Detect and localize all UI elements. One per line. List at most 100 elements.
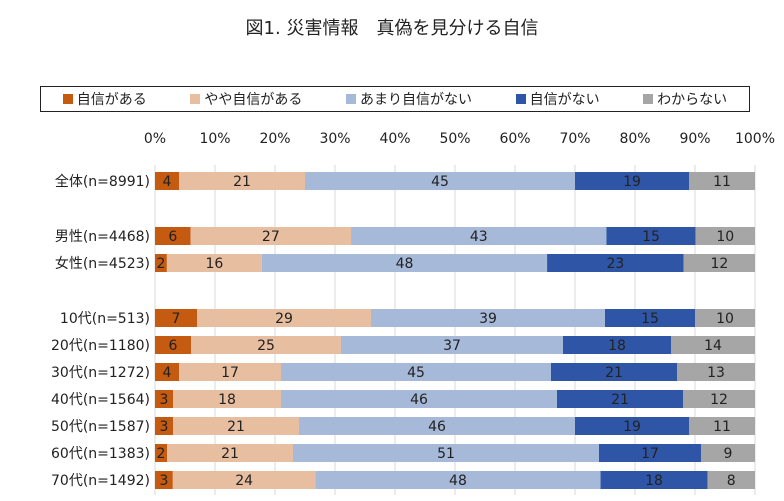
data-label: 23 bbox=[606, 256, 624, 272]
bar-segment bbox=[547, 254, 684, 272]
category-label: 男性(n=4468) bbox=[55, 229, 150, 245]
data-label: 45 bbox=[431, 174, 449, 190]
category-label: 50代(n=1587) bbox=[51, 419, 150, 435]
legend-swatch bbox=[345, 94, 356, 104]
bar-segment bbox=[172, 471, 316, 489]
bar-segment bbox=[155, 363, 179, 381]
bar-segment bbox=[299, 417, 575, 435]
data-label: 9 bbox=[724, 446, 733, 462]
category-label: 40代(n=1564) bbox=[51, 392, 150, 408]
legend-swatch bbox=[643, 94, 654, 104]
bar-segment bbox=[701, 444, 755, 462]
bar-segment bbox=[599, 444, 701, 462]
data-label: 37 bbox=[443, 338, 461, 354]
data-label: 43 bbox=[470, 229, 488, 245]
bar-segment bbox=[155, 309, 197, 327]
bar-segment bbox=[707, 471, 755, 489]
bar-segment bbox=[155, 444, 167, 462]
bar-segment bbox=[173, 417, 299, 435]
category-label: 女性(n=4523) bbox=[55, 255, 150, 272]
data-label: 21 bbox=[611, 392, 629, 408]
bar-segment bbox=[166, 254, 262, 272]
data-label: 6 bbox=[168, 229, 177, 245]
x-tick-label: 80% bbox=[619, 131, 650, 147]
data-label: 48 bbox=[449, 473, 467, 489]
legend-swatch bbox=[515, 94, 526, 104]
bar-segment bbox=[689, 172, 755, 190]
data-label: 3 bbox=[160, 392, 169, 408]
data-label: 4 bbox=[163, 365, 172, 381]
legend-item: やや自信がある bbox=[190, 89, 302, 109]
bar-segment bbox=[179, 172, 305, 190]
bar-segment bbox=[575, 172, 689, 190]
data-label: 46 bbox=[410, 392, 428, 408]
x-tick-label: 40% bbox=[379, 131, 410, 147]
bar-segment bbox=[191, 336, 341, 354]
data-label: 3 bbox=[160, 419, 169, 435]
data-label: 8 bbox=[727, 473, 736, 489]
chart-title: 図1. 災害情報 真偽を見分ける自信 bbox=[245, 18, 539, 39]
bar-segment bbox=[563, 336, 671, 354]
data-label: 45 bbox=[407, 365, 425, 381]
bar-segment bbox=[689, 417, 755, 435]
legend-item: 自信がある bbox=[62, 89, 147, 109]
bar-segment bbox=[155, 390, 173, 408]
data-label: 18 bbox=[608, 338, 626, 354]
category-label: 10代(n=513) bbox=[60, 311, 150, 327]
legend-item: 自信がない bbox=[515, 89, 600, 109]
data-label: 13 bbox=[707, 365, 725, 381]
bar-segment bbox=[677, 363, 755, 381]
legend-label: あまり自信がない bbox=[359, 92, 472, 108]
data-label: 2 bbox=[157, 446, 166, 462]
data-label: 10 bbox=[716, 311, 734, 327]
data-label: 12 bbox=[710, 392, 728, 408]
data-label: 48 bbox=[396, 256, 414, 272]
bar-segment bbox=[683, 390, 755, 408]
x-tick-label: 90% bbox=[679, 131, 710, 147]
bar-segment bbox=[197, 309, 371, 327]
legend-label: 自信がある bbox=[76, 92, 147, 108]
legend-swatch bbox=[190, 94, 201, 104]
x-tick-label: 50% bbox=[439, 131, 470, 147]
legend-item: あまり自信がない bbox=[345, 89, 472, 109]
data-label: 27 bbox=[262, 229, 280, 245]
bar-segment bbox=[695, 227, 755, 245]
x-tick-label: 100% bbox=[735, 131, 775, 147]
bar-segment bbox=[293, 444, 599, 462]
data-label: 21 bbox=[227, 419, 245, 435]
data-label: 11 bbox=[713, 174, 731, 190]
bar-segment bbox=[551, 363, 677, 381]
data-label: 10 bbox=[716, 229, 734, 245]
data-label: 6 bbox=[169, 338, 178, 354]
bar-segment bbox=[155, 254, 167, 272]
bar-segment bbox=[315, 471, 601, 489]
category-label: 全体(n=8991) bbox=[55, 173, 150, 190]
x-tick-label: 0% bbox=[144, 131, 166, 147]
category-label: 60代(n=1383) bbox=[51, 446, 150, 462]
data-label: 16 bbox=[205, 256, 223, 272]
bar-segment bbox=[190, 227, 352, 245]
legend-item: わからない bbox=[643, 89, 727, 109]
x-tick-label: 20% bbox=[259, 131, 290, 147]
data-label: 14 bbox=[704, 338, 722, 354]
bar-segment bbox=[173, 390, 281, 408]
bar-segment bbox=[557, 390, 683, 408]
data-label: 17 bbox=[641, 446, 659, 462]
data-label: 24 bbox=[235, 473, 253, 489]
legend: 自信がある やや自信がある あまり自信がない 自信がない わからない bbox=[40, 86, 750, 112]
bar-segment bbox=[671, 336, 755, 354]
legend-swatch bbox=[62, 94, 73, 104]
data-label: 46 bbox=[428, 419, 446, 435]
data-label: 21 bbox=[221, 446, 239, 462]
data-label: 15 bbox=[641, 311, 659, 327]
legend-label: やや自信がある bbox=[204, 92, 303, 108]
category-label: 70代(n=1492) bbox=[51, 473, 150, 489]
bar-segment bbox=[281, 363, 551, 381]
data-label: 18 bbox=[218, 392, 236, 408]
bar-segment bbox=[155, 471, 173, 489]
data-label: 7 bbox=[172, 311, 181, 327]
bar-segment bbox=[261, 254, 548, 272]
bar-segment bbox=[695, 309, 755, 327]
bar-segment bbox=[600, 471, 708, 489]
bar-segment bbox=[351, 227, 607, 245]
